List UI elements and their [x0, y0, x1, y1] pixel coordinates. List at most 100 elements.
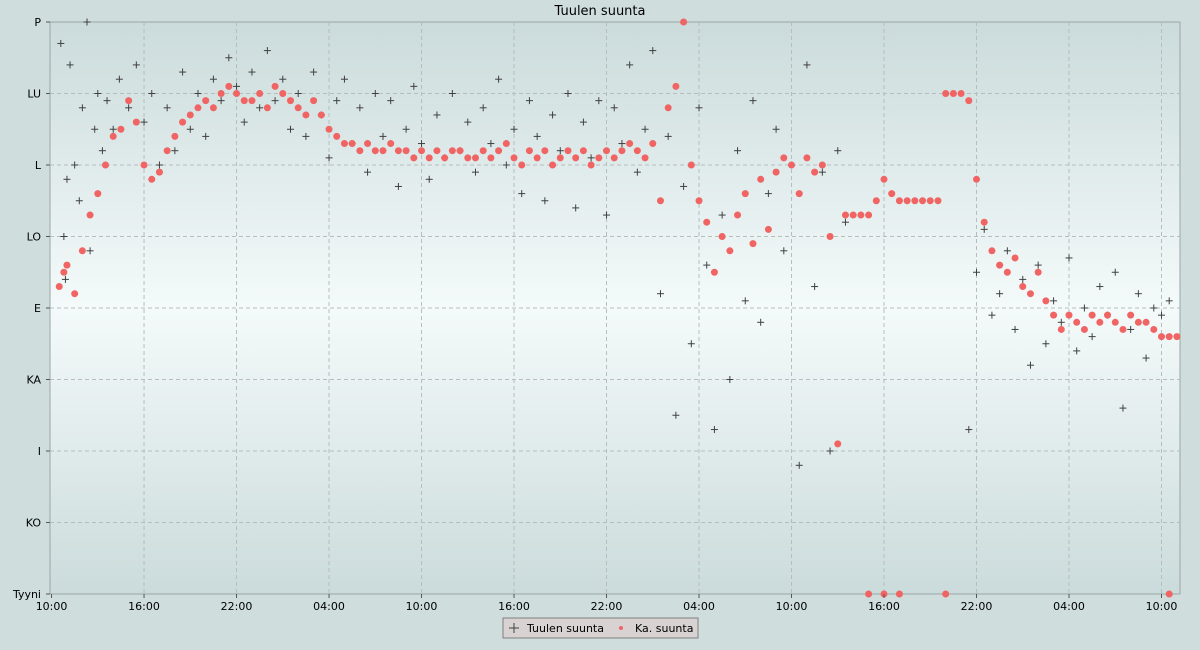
data-point-tuulen-suunta: [410, 82, 418, 90]
data-point-tuulen-suunta: [179, 68, 187, 76]
data-point-ka-suunta: [148, 175, 156, 183]
data-point-tuulen-suunta: [780, 247, 788, 255]
data-point-tuulen-suunta: [487, 140, 495, 148]
series-ka-suunta: [55, 18, 1181, 598]
data-point-ka-suunta: [641, 154, 649, 162]
data-point-tuulen-suunta: [425, 175, 433, 183]
data-point-tuulen-suunta: [1165, 297, 1173, 305]
data-point-tuulen-suunta: [71, 161, 79, 169]
data-point-tuulen-suunta: [225, 54, 233, 62]
data-point-ka-suunta: [348, 140, 356, 148]
data-point-tuulen-suunta: [579, 118, 587, 126]
data-point-ka-suunta: [895, 197, 903, 205]
data-point-ka-suunta: [86, 211, 94, 219]
x-tick-label: 22:00: [221, 600, 253, 613]
data-point-ka-suunta: [1080, 325, 1088, 333]
data-point-ka-suunta: [734, 211, 742, 219]
data-point-ka-suunta: [209, 104, 217, 112]
data-point-ka-suunta: [834, 440, 842, 448]
y-tick-label: Tyyni: [12, 588, 41, 601]
data-point-tuulen-suunta: [749, 97, 757, 105]
y-tick-label: KA: [26, 374, 41, 387]
x-tick-label: 04:00: [683, 600, 715, 613]
data-point-tuulen-suunta: [61, 275, 69, 283]
data-point-tuulen-suunta: [710, 426, 718, 434]
data-point-ka-suunta: [1034, 268, 1042, 276]
x-tick-label: 22:00: [961, 600, 993, 613]
legend-marker-plus: [509, 623, 519, 633]
data-point-ka-suunta: [1019, 283, 1027, 291]
data-point-tuulen-suunta: [263, 47, 271, 55]
data-point-ka-suunta: [78, 247, 86, 255]
data-point-tuulen-suunta: [57, 39, 65, 47]
data-point-ka-suunta: [479, 147, 487, 155]
data-point-tuulen-suunta: [1096, 283, 1104, 291]
data-point-tuulen-suunta: [75, 197, 83, 205]
data-point-tuulen-suunta: [1057, 318, 1065, 326]
data-point-tuulen-suunta: [379, 132, 387, 140]
data-point-ka-suunta: [857, 211, 865, 219]
data-point-ka-suunta: [60, 268, 68, 276]
data-point-tuulen-suunta: [279, 75, 287, 83]
x-tick-label: 16:00: [128, 600, 160, 613]
data-point-ka-suunta: [1104, 311, 1112, 319]
data-point-tuulen-suunta: [171, 147, 179, 155]
data-point-ka-suunta: [186, 111, 194, 119]
data-point-tuulen-suunta: [1019, 275, 1027, 283]
data-point-ka-suunta: [872, 197, 880, 205]
data-point-tuulen-suunta: [471, 168, 479, 176]
data-point-tuulen-suunta: [703, 261, 711, 269]
y-tick-label: P: [34, 16, 41, 29]
data-point-tuulen-suunta: [294, 90, 302, 97]
data-point-tuulen-suunta: [965, 426, 973, 434]
data-point-ka-suunta: [795, 190, 803, 198]
legend: Tuulen suunta Ka. suunta: [502, 617, 699, 639]
y-tick-label: L: [35, 159, 42, 172]
data-point-tuulen-suunta: [186, 125, 194, 133]
data-point-ka-suunta: [811, 168, 819, 176]
data-point-ka-suunta: [710, 268, 718, 276]
data-point-tuulen-suunta: [125, 104, 133, 112]
data-point-tuulen-suunta: [656, 290, 664, 298]
data-point-ka-suunta: [125, 97, 133, 105]
data-point-ka-suunta: [626, 140, 634, 148]
data-point-ka-suunta: [333, 132, 341, 140]
data-point-ka-suunta: [1003, 268, 1011, 276]
data-point-ka-suunta: [202, 97, 210, 105]
data-point-ka-suunta: [140, 161, 148, 169]
data-point-ka-suunta: [680, 18, 688, 26]
data-point-ka-suunta: [841, 211, 849, 219]
legend-label-ka-suunta: Ka. suunta: [635, 622, 693, 635]
data-point-ka-suunta: [155, 168, 163, 176]
data-point-ka-suunta: [826, 233, 834, 240]
data-point-ka-suunta: [448, 147, 456, 155]
data-point-tuulen-suunta: [556, 147, 564, 155]
data-point-tuulen-suunta: [1042, 340, 1050, 348]
data-point-ka-suunta: [1026, 290, 1034, 298]
data-point-tuulen-suunta: [795, 461, 803, 469]
data-point-tuulen-suunta: [664, 132, 672, 140]
data-point-tuulen-suunta: [495, 75, 503, 83]
data-point-ka-suunta: [865, 590, 873, 598]
data-point-tuulen-suunta: [718, 211, 726, 219]
data-point-tuulen-suunta: [572, 204, 580, 212]
data-point-tuulen-suunta: [726, 376, 734, 383]
data-point-tuulen-suunta: [641, 125, 649, 133]
data-point-ka-suunta: [564, 147, 572, 155]
data-point-ka-suunta: [1057, 325, 1065, 333]
data-point-ka-suunta: [587, 161, 595, 169]
data-point-ka-suunta: [471, 154, 479, 162]
data-point-tuulen-suunta: [549, 111, 557, 119]
data-point-ka-suunta: [1042, 297, 1050, 305]
data-point-tuulen-suunta: [94, 90, 102, 97]
data-point-ka-suunta: [294, 104, 302, 112]
data-point-tuulen-suunta: [734, 147, 742, 155]
data-point-tuulen-suunta: [510, 125, 518, 133]
data-point-ka-suunta: [518, 161, 526, 169]
data-point-ka-suunta: [788, 161, 796, 169]
data-point-ka-suunta: [256, 90, 264, 97]
data-point-ka-suunta: [726, 247, 734, 255]
data-point-tuulen-suunta: [764, 190, 772, 198]
data-point-tuulen-suunta: [364, 168, 372, 176]
